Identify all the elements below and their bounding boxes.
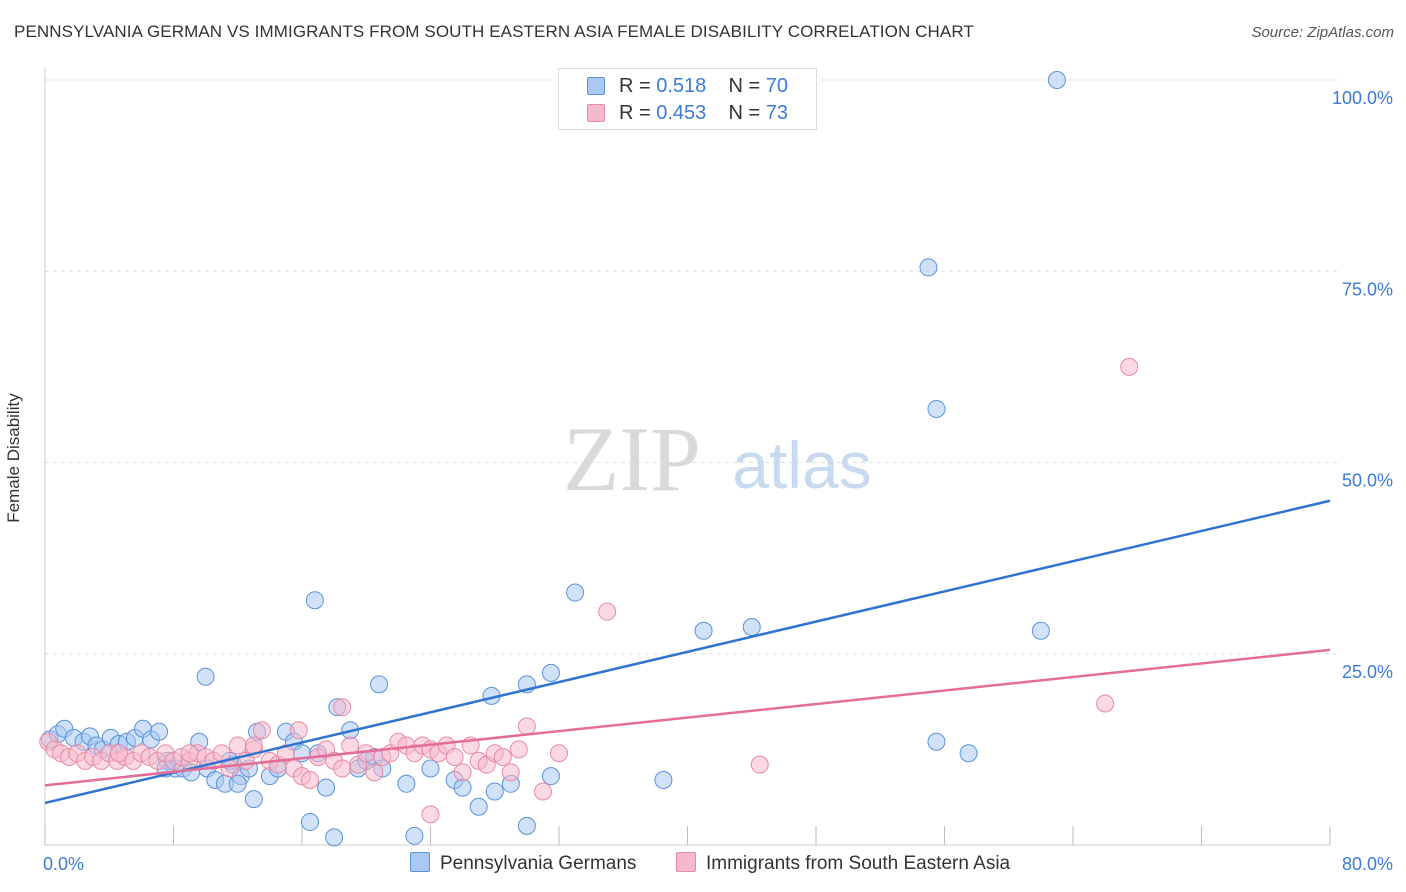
data-point <box>370 675 389 694</box>
data-point <box>317 778 336 797</box>
tick-labels: 25.0% 50.0% 75.0% 100.0% 0.0% 80.0% <box>43 88 1393 874</box>
series-pennsylvania-germans <box>40 71 1066 847</box>
data-point <box>541 767 560 786</box>
y-tick-label: 25.0% <box>1342 662 1393 682</box>
legend-swatch-pink <box>676 852 696 872</box>
data-point <box>333 759 352 778</box>
data-point <box>405 826 424 845</box>
data-point <box>453 763 472 782</box>
data-point <box>228 736 247 755</box>
legend-item-immigrants-se-asia: Immigrants from South Eastern Asia <box>676 852 1010 875</box>
data-point <box>694 621 713 640</box>
data-point <box>397 774 416 793</box>
data-point <box>421 805 440 824</box>
watermark-zip: ZIP <box>563 408 701 510</box>
data-point <box>598 602 617 621</box>
data-point <box>566 583 585 602</box>
data-point <box>109 744 128 763</box>
data-point <box>289 721 308 740</box>
data-point <box>1031 621 1050 640</box>
y-tick-label: 50.0% <box>1342 471 1393 491</box>
data-point <box>493 748 512 767</box>
x-tick-label: 80.0% <box>1342 854 1393 874</box>
legend-r-value-1: 0.518 <box>656 75 707 97</box>
data-point <box>325 828 344 847</box>
legend-label-series1: Pennsylvania Germans <box>440 853 637 874</box>
data-point <box>301 770 320 789</box>
data-point <box>517 816 536 835</box>
watermark-atlas: atlas <box>732 428 871 502</box>
data-point <box>228 774 247 793</box>
data-point <box>1047 71 1066 89</box>
data-point <box>453 778 472 797</box>
data-point <box>517 717 536 736</box>
source-label: Source: ZipAtlas.com <box>1251 24 1394 41</box>
data-point <box>541 663 560 682</box>
data-point <box>501 763 520 782</box>
data-point <box>276 744 295 763</box>
y-tick-label: 100.0% <box>1332 88 1393 108</box>
data-point <box>252 721 271 740</box>
data-point <box>1120 357 1139 376</box>
trend-lines <box>44 499 1331 805</box>
data-point <box>244 790 263 809</box>
legend-item-pennsylvania-germans: Pennsylvania Germans <box>410 852 636 875</box>
x-tick-label: 0.0% <box>43 854 84 874</box>
data-point <box>220 759 239 778</box>
data-point <box>301 813 320 832</box>
correlation-legend: R = 0.518 N = 70 R = 0.453 N = 73 <box>558 68 817 130</box>
y-tick-label: 75.0% <box>1342 279 1393 299</box>
legend-label-series2: Immigrants from South Eastern Asia <box>706 853 1011 874</box>
data-point <box>1096 694 1115 713</box>
data-point <box>742 617 761 636</box>
legend-swatch-blue <box>410 852 430 872</box>
axes <box>44 68 1331 846</box>
data-point <box>654 770 673 789</box>
legend-n-label: N = <box>728 102 761 124</box>
legend-r-value-2: 0.453 <box>656 102 707 124</box>
data-point <box>305 591 324 610</box>
legend-r-label: R = <box>619 75 651 97</box>
data-point <box>927 732 946 751</box>
legend-n-value-2: 73 <box>765 102 789 124</box>
legend-r-label: R = <box>619 102 651 124</box>
trend-line-pennsylvania-germans <box>44 499 1331 805</box>
y-axis-label: Female Disability <box>4 393 23 523</box>
chart-title: PENNSYLVANIA GERMAN VS IMMIGRANTS FROM S… <box>14 22 974 41</box>
data-point <box>365 763 384 782</box>
data-point <box>919 258 938 277</box>
data-point <box>550 744 568 763</box>
trend-line-immigrants-se-asia <box>44 648 1331 787</box>
grid-lines <box>45 79 1340 655</box>
legend-n-label: N = <box>728 75 761 97</box>
watermark: ZIP atlas <box>563 408 872 510</box>
legend-swatch-pink <box>587 104 605 122</box>
data-point <box>180 744 199 763</box>
data-point <box>469 797 488 816</box>
data-point <box>196 667 215 686</box>
data-point <box>333 698 352 717</box>
data-point <box>509 740 528 759</box>
data-point <box>445 748 464 767</box>
data-point <box>533 782 552 801</box>
legend-n-value-1: 70 <box>765 75 789 97</box>
data-point <box>927 399 946 418</box>
data-point <box>750 755 769 774</box>
data-point <box>150 722 169 741</box>
data-point <box>959 744 978 763</box>
data-point <box>421 759 440 778</box>
data-point <box>485 782 504 801</box>
legend-swatch-blue <box>587 77 605 95</box>
